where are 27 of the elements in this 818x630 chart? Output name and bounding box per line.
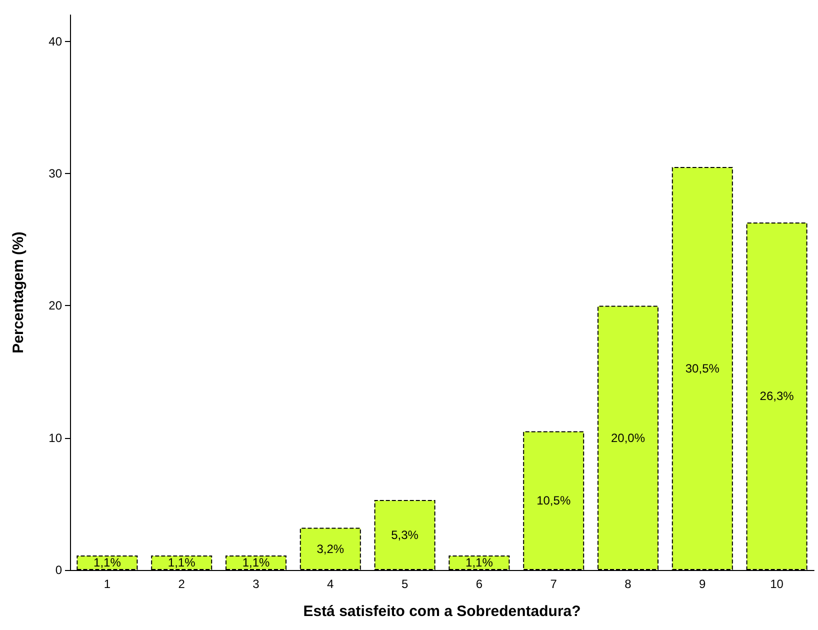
x-tick-label: 9 [699, 577, 706, 591]
x-tick-label: 8 [624, 577, 632, 591]
x-tick-label: 3 [252, 577, 260, 591]
data-label: 10,5% [536, 494, 571, 508]
x-tick-label: 6 [476, 577, 483, 591]
y-tick-label: 0 [55, 563, 62, 577]
x-axis-title: Está satisfeito com a Sobredentadura? [303, 603, 581, 620]
y-tick-label: 10 [48, 430, 62, 445]
data-label: 30,5% [685, 361, 720, 376]
data-label: 5,3% [391, 528, 419, 542]
x-tick-label: 2 [178, 577, 186, 591]
x-tick-label: 1 [104, 577, 111, 591]
data-label: 26,3% [760, 389, 794, 404]
data-label: 3,2% [316, 542, 344, 556]
data-label: 1,1% [242, 556, 270, 570]
data-label: 1,1% [466, 556, 494, 570]
y-tick-label: 40 [48, 34, 62, 48]
x-tick-label: 5 [401, 577, 408, 591]
y-tick-label: 30 [48, 166, 62, 181]
x-tick-label: 10 [770, 577, 784, 591]
y-axis-title: Percentagem (%) [10, 232, 27, 354]
x-tick-label: 4 [327, 577, 334, 591]
data-label: 1,1% [94, 556, 122, 570]
data-label: 20,0% [610, 430, 646, 445]
y-tick-label: 20 [48, 298, 62, 313]
x-tick-label: 7 [550, 577, 558, 591]
data-label: 1,1% [168, 556, 196, 570]
